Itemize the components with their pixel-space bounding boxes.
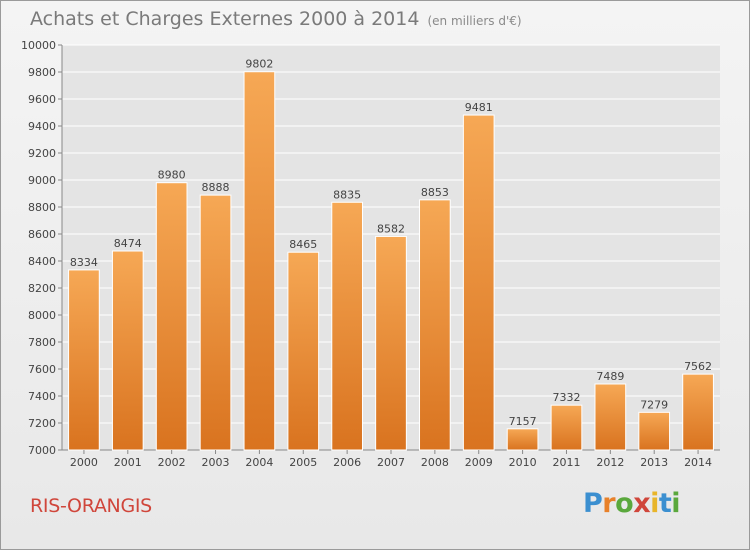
chart-subtitle: (en milliers d'€) (427, 14, 522, 28)
y-tick-label: 7400 (28, 390, 56, 403)
x-tick-label: 2000 (70, 456, 98, 469)
y-tick-label: 9400 (28, 120, 56, 133)
y-tick-label: 7200 (28, 417, 56, 430)
bar (594, 383, 627, 451)
y-tick-label: 8200 (28, 282, 56, 295)
bar-value-label: 9481 (465, 101, 493, 114)
bar (155, 182, 188, 451)
y-tick-label: 7800 (28, 336, 56, 349)
x-tick-label: 2010 (509, 456, 537, 469)
bar (331, 201, 363, 451)
bar-value-label: 8980 (158, 169, 186, 182)
y-tick-label: 8000 (28, 309, 56, 322)
bar-value-label: 8835 (333, 188, 361, 201)
bar (638, 411, 671, 451)
bar (375, 235, 407, 451)
commune-name: RIS-ORANGIS (30, 495, 152, 517)
y-tick-label: 9200 (28, 147, 56, 160)
y-tick-label: 9800 (28, 66, 56, 79)
x-tick-label: 2009 (465, 456, 493, 469)
logo-letter: t (658, 488, 672, 519)
x-tick-label: 2001 (114, 456, 142, 469)
logo-letter: P (583, 488, 603, 519)
logo-letter: i (671, 488, 681, 519)
bar-value-label: 8474 (114, 237, 142, 250)
x-tick-label: 2003 (202, 456, 230, 469)
bar-value-label: 8582 (377, 222, 405, 235)
y-tick-label: 8400 (28, 255, 56, 268)
y-tick-label: 7000 (28, 444, 56, 457)
bar (199, 194, 232, 451)
proxiti-logo: Proxiti (583, 488, 681, 519)
logo-letter: r (602, 488, 616, 519)
x-tick-label: 2012 (596, 456, 624, 469)
x-tick-label: 2013 (640, 456, 668, 469)
logo-letter: i (650, 488, 659, 519)
bar-value-label: 7332 (552, 391, 580, 404)
y-tick-label: 9600 (28, 93, 56, 106)
y-tick-label: 8800 (28, 201, 56, 214)
bar-value-label: 7562 (684, 360, 712, 373)
x-tick-label: 2005 (289, 456, 317, 469)
bar (287, 251, 320, 451)
x-tick-label: 2014 (684, 456, 712, 469)
bar-value-label: 8334 (70, 256, 98, 269)
bar-value-label: 7157 (509, 415, 537, 428)
bar-value-label: 8888 (202, 181, 230, 194)
bar (243, 71, 276, 451)
bar-value-label: 7279 (640, 398, 668, 411)
bar-value-label: 7489 (596, 370, 624, 383)
bar-value-label: 8853 (421, 186, 449, 199)
x-tick-label: 2006 (333, 456, 361, 469)
bar (111, 250, 144, 451)
bar (550, 404, 583, 451)
bar (68, 269, 100, 451)
bar (419, 199, 451, 451)
x-tick-label: 2002 (158, 456, 186, 469)
x-tick-label: 2011 (552, 456, 580, 469)
bar (682, 373, 714, 451)
bar (462, 114, 495, 451)
y-tick-label: 10000 (21, 39, 56, 52)
y-tick-label: 8600 (28, 228, 56, 241)
chart-title: Achats et Charges Externes 2000 à 2014 (e… (30, 8, 522, 30)
bar-value-label: 8465 (289, 238, 317, 251)
x-tick-label: 2004 (245, 456, 273, 469)
logo-letter: o (615, 488, 634, 519)
y-tick-label: 9000 (28, 174, 56, 187)
x-tick-label: 2007 (377, 456, 405, 469)
bar-value-label: 9802 (245, 58, 273, 71)
y-tick-label: 7600 (28, 363, 56, 376)
x-tick-label: 2008 (421, 456, 449, 469)
chart-title-text: Achats et Charges Externes 2000 à 2014 (30, 8, 420, 30)
logo-letter: x (633, 488, 651, 519)
bar (506, 428, 539, 451)
